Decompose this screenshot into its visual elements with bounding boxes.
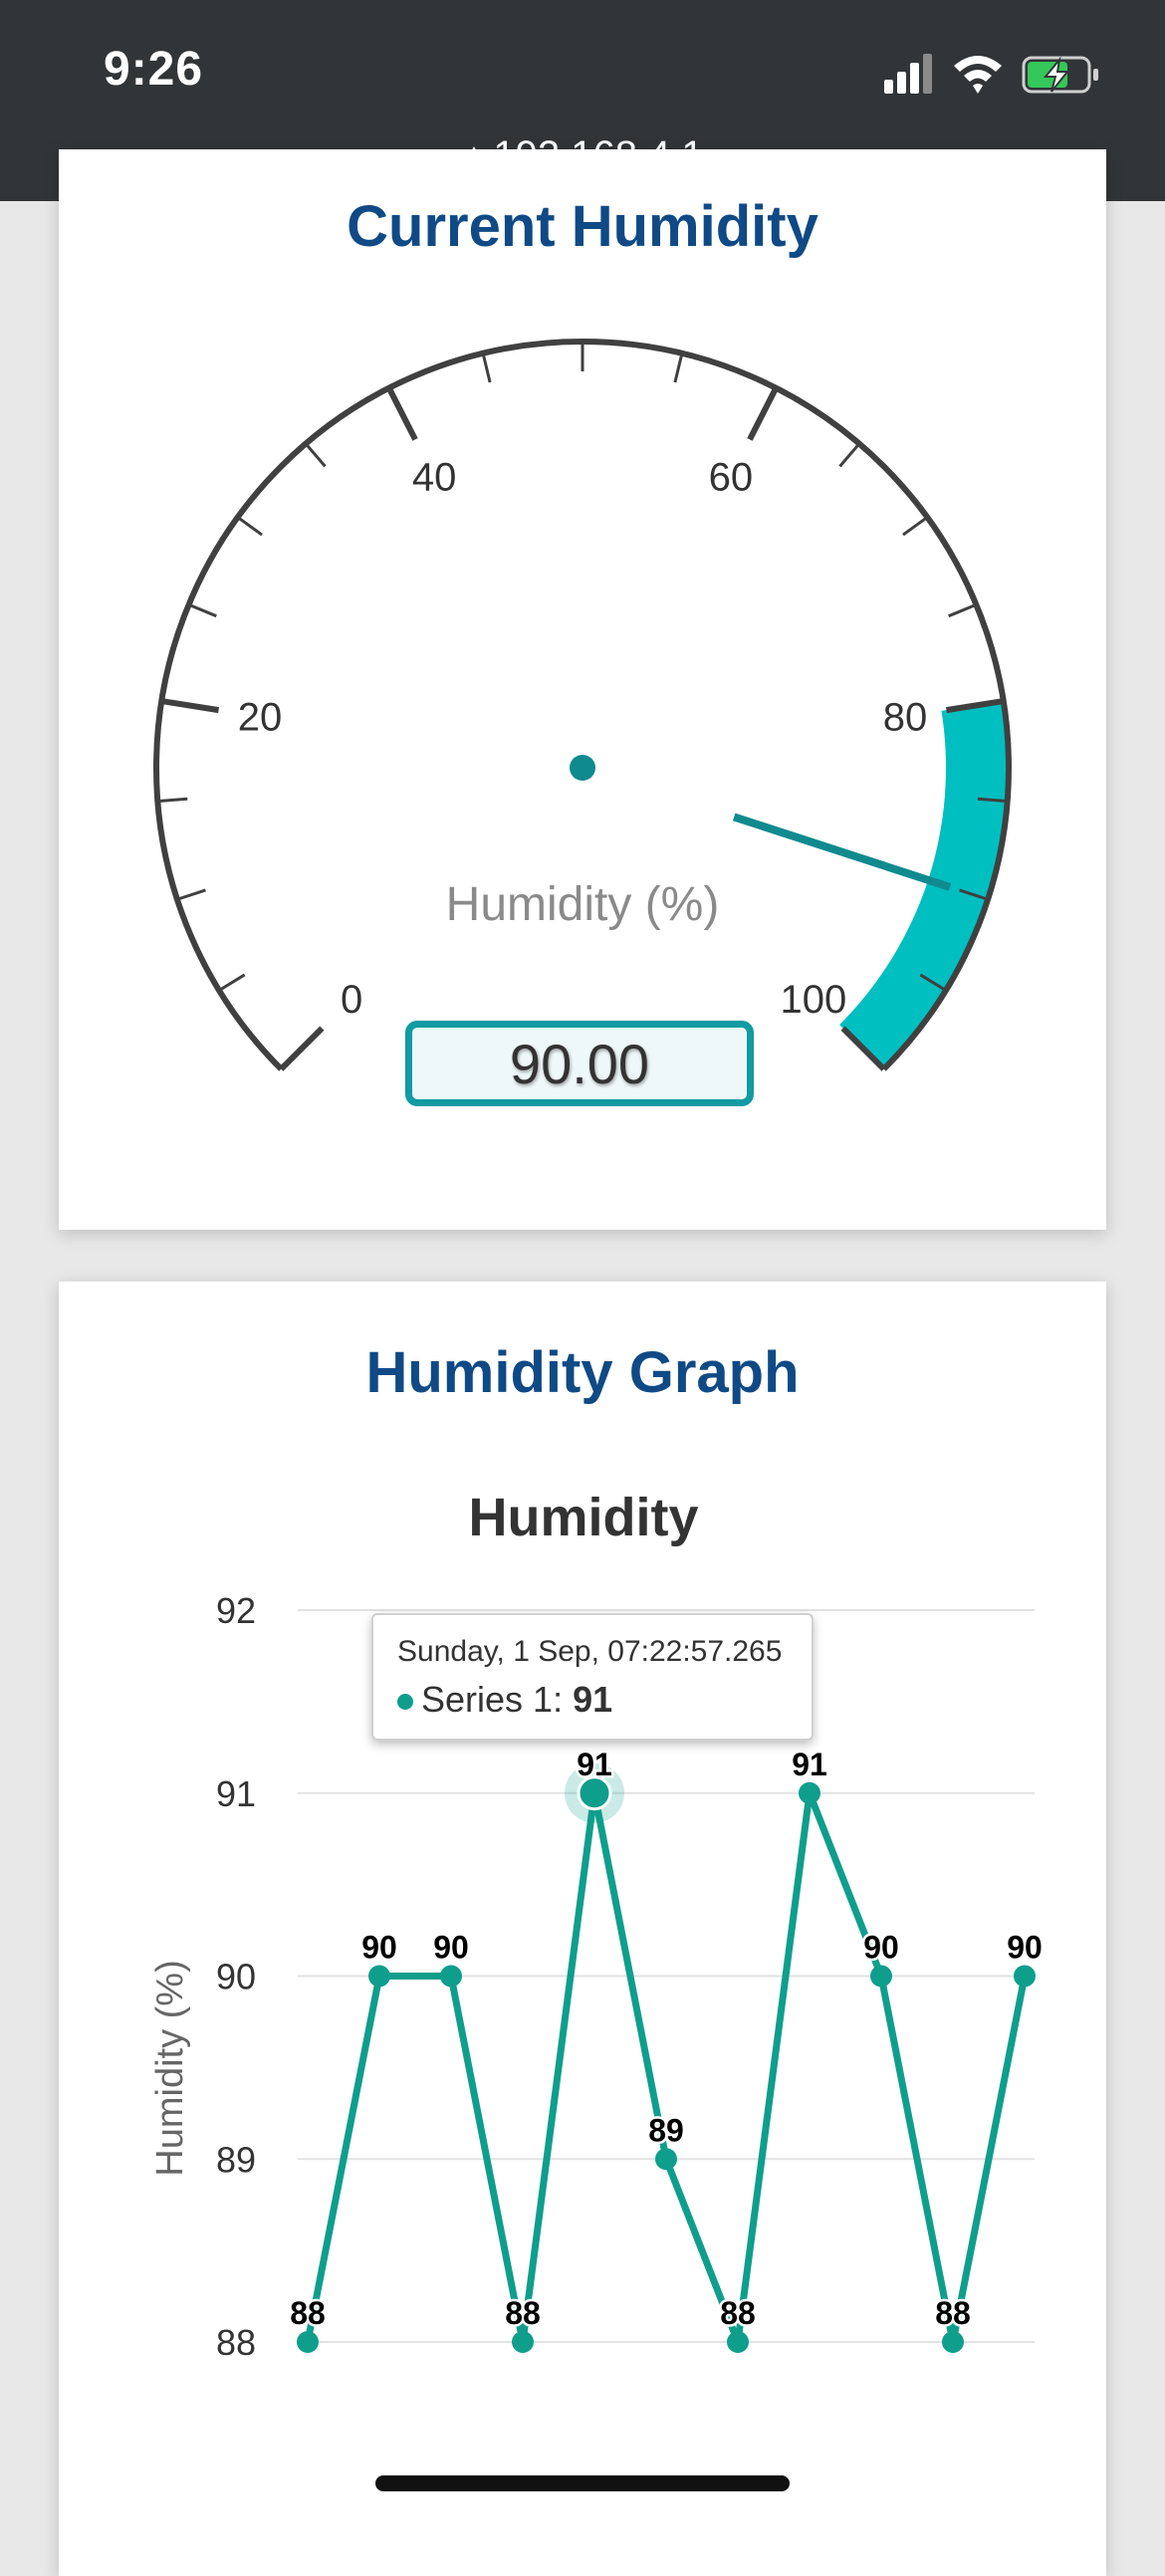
y-tick-label: 88	[216, 2322, 256, 2363]
graph-card-title: Humidity Graph	[365, 1340, 800, 1405]
gauge-minor-tick	[304, 442, 327, 468]
y-tick-label: 89	[216, 2139, 256, 2180]
data-label: 88	[290, 2295, 326, 2331]
gauge-major-tick	[160, 698, 220, 714]
gauge-minor-tick	[218, 973, 246, 992]
gauge-tick-label: 100	[781, 978, 847, 1022]
gauge-tick-label: 40	[412, 456, 457, 500]
gauge-minor-tick	[838, 442, 861, 468]
series-marker-icon	[397, 1694, 413, 1711]
y-tick-label: 92	[216, 1590, 256, 1631]
gauge-axis-label: Humidity (%)	[446, 878, 720, 931]
humidity-gauge: Humidity (%) 0 20 40 60 80 100	[153, 339, 1012, 1071]
gauge-major-tick	[279, 1026, 325, 1071]
gauge-major-tick	[945, 698, 1005, 714]
gauge-major-tick	[840, 1026, 886, 1071]
gauge-minor-tick	[481, 352, 492, 383]
gauge-band	[839, 701, 1009, 1069]
data-point	[297, 2331, 319, 2353]
gauge-tick-label: 80	[883, 696, 928, 740]
data-point	[440, 1965, 462, 1988]
data-label: 88	[505, 2295, 541, 2331]
data-label: 90	[433, 1930, 469, 1966]
y-axis-label: Humidity (%)	[149, 1960, 191, 2176]
gauge-minor-tick	[673, 352, 684, 383]
series-line	[304, 1789, 1029, 2346]
data-label: 91	[792, 1747, 827, 1782]
data-label: 89	[648, 2112, 684, 2148]
tooltip-value: 91	[573, 1679, 613, 1720]
gauge-major-tick	[386, 386, 418, 441]
tooltip-series-name: Series 1	[421, 1679, 554, 1720]
data-label: 91	[577, 1747, 612, 1782]
data-point	[368, 1965, 390, 1988]
data-label: 88	[720, 2295, 756, 2331]
data-label: 90	[361, 1930, 397, 1966]
tooltip-series-line: Series 1: 91	[397, 1679, 812, 1721]
home-indicator[interactable]	[375, 2475, 790, 2491]
battery-charging-icon	[1022, 56, 1098, 94]
y-tick-label: 91	[216, 1773, 256, 1814]
gauge-value-readout: 90.00	[405, 1021, 754, 1106]
data-point	[727, 2331, 749, 2353]
data-point	[942, 2331, 964, 2353]
wifi-icon	[954, 56, 1002, 94]
gauge-major-tick	[747, 386, 779, 441]
gauge-pivot	[570, 755, 595, 781]
tooltip-date: Sunday, 1 Sep, 07:22:57.265	[397, 1635, 783, 1668]
chart-tooltip: Sunday, 1 Sep, 07:22:57.265 Series 1: 91	[371, 1613, 814, 1741]
gauge-tick-label: 60	[709, 456, 754, 500]
gauge-minor-tick	[188, 602, 217, 618]
gauge-tick-label: 20	[238, 696, 282, 740]
gauge-minor-tick	[919, 973, 947, 992]
gauge-minor-tick	[176, 888, 206, 901]
data-point	[512, 2331, 534, 2353]
gauge-minor-tick	[977, 797, 1008, 804]
gauge-minor-tick	[948, 602, 977, 618]
humidity-line-chart: Humidity Humidity (%) 88 89 90 91 92 88 90 90 88…	[149, 1488, 1045, 2363]
gauge-card: Current Humidity Humidity (%) 0 20 40 60 80 1…	[59, 149, 1106, 1230]
status-time: 9:26	[104, 43, 204, 96]
graph-card: Humidity Graph Humidity Humidity (%) 88 8…	[59, 1282, 1106, 2576]
gauge-minor-tick	[902, 516, 929, 537]
gauge-tick-label: 0	[341, 978, 362, 1022]
status-icons	[884, 54, 1098, 94]
data-point	[655, 2148, 677, 2171]
chart-title: Humidity	[468, 1488, 698, 1547]
data-label: 90	[1007, 1930, 1043, 1966]
gauge-minor-tick	[157, 797, 188, 804]
data-label: 88	[935, 2295, 971, 2331]
y-tick-label: 90	[216, 1957, 256, 1997]
cellular-signal-icon	[884, 54, 932, 94]
gauge-minor-tick	[959, 888, 989, 901]
gauge-minor-tick	[236, 516, 263, 537]
data-point	[1014, 1965, 1036, 1988]
data-point	[799, 1781, 820, 1804]
data-point	[577, 1775, 612, 1811]
gauge-needle	[732, 813, 952, 891]
data-point	[870, 1965, 892, 1988]
gauge-card-title: Current Humidity	[347, 194, 818, 259]
data-label: 90	[863, 1930, 899, 1966]
gauge-arc	[153, 339, 1012, 1071]
